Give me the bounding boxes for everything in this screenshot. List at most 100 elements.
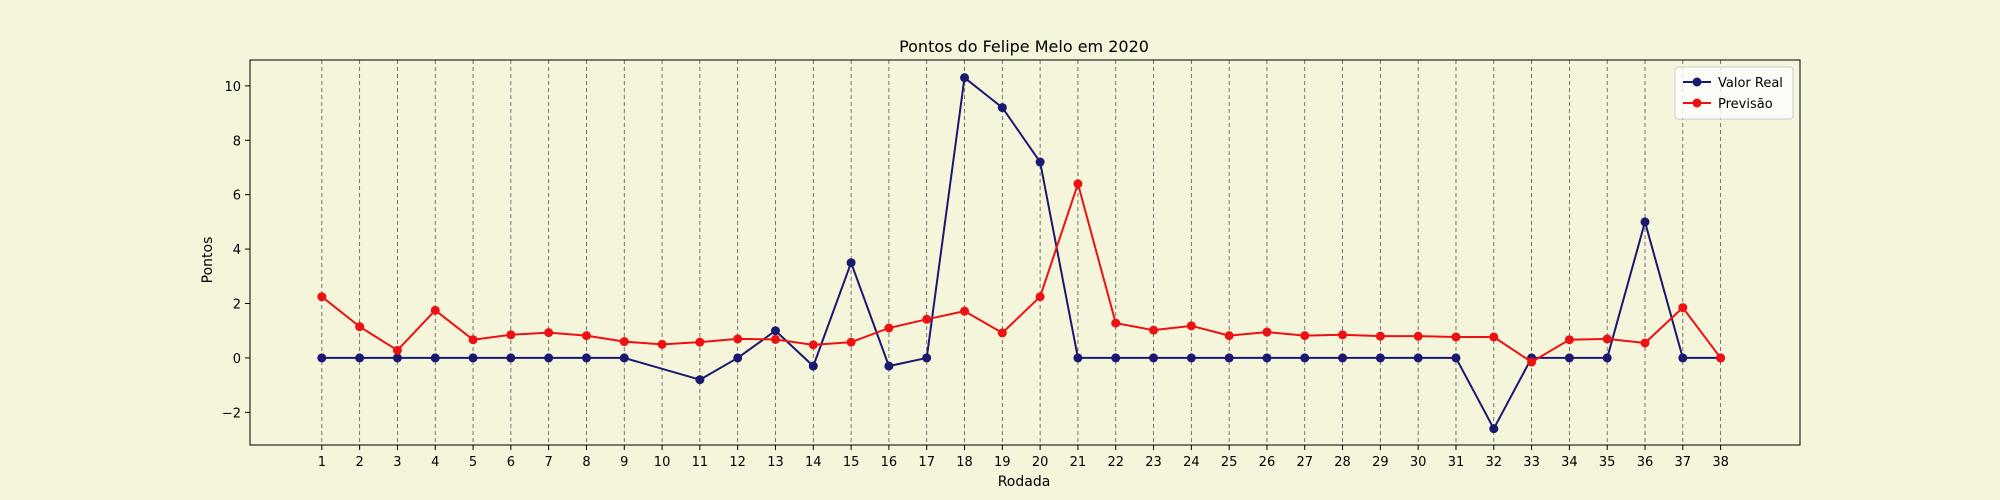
data-point-1 (922, 314, 932, 324)
x-tick-label: 19 (994, 455, 1011, 470)
x-tick-label: 28 (1334, 455, 1351, 470)
x-tick-label: 13 (767, 455, 784, 470)
x-tick-label: 21 (1070, 455, 1087, 470)
x-tick-label: 11 (692, 455, 709, 470)
data-point-1 (1716, 353, 1726, 363)
x-tick-label: 14 (805, 455, 822, 470)
data-point-0 (733, 353, 743, 363)
data-point-1 (506, 330, 516, 340)
data-point-1 (1262, 327, 1272, 337)
x-tick-label: 18 (956, 455, 973, 470)
data-point-1 (581, 331, 591, 341)
y-tick-label: 6 (233, 189, 241, 204)
y-axis-label: Pontos (200, 237, 216, 284)
data-point-1 (846, 337, 856, 347)
x-tick-label: 33 (1523, 455, 1540, 470)
x-tick-label: 6 (507, 455, 515, 470)
data-point-1 (1678, 303, 1688, 313)
data-point-0 (392, 353, 402, 363)
axes-frame (249, 59, 1801, 446)
data-point-1 (1338, 330, 1348, 340)
x-tick-label: 2 (355, 455, 363, 470)
x-axis-label: Rodada (998, 474, 1051, 490)
data-point-1 (1602, 334, 1612, 344)
data-point-0 (1413, 353, 1423, 363)
x-tick-label: 30 (1410, 455, 1427, 470)
x-tick-label: 1 (318, 455, 326, 470)
x-tick-label: 9 (620, 455, 628, 470)
data-point-1 (695, 337, 705, 347)
data-point-0 (544, 353, 554, 363)
y-tick-label: 8 (233, 134, 241, 149)
data-point-0 (619, 353, 629, 363)
data-point-1 (1375, 331, 1385, 341)
data-point-0 (1224, 353, 1234, 363)
x-tick-label: 23 (1145, 455, 1162, 470)
data-point-1 (468, 335, 478, 345)
legend-label-0: Valor Real (1718, 76, 1783, 91)
data-point-0 (355, 353, 365, 363)
data-point-0 (1678, 353, 1688, 363)
series-line-1 (321, 182, 1722, 364)
x-tick-label: 36 (1637, 455, 1654, 470)
data-point-0 (581, 353, 591, 363)
chart-title: Pontos do Felipe Melo em 2020 (899, 37, 1149, 56)
data-point-0 (1300, 353, 1310, 363)
x-tick-label: 3 (393, 455, 401, 470)
data-point-1 (1300, 331, 1310, 341)
y-tick-label: 4 (233, 243, 241, 258)
data-point-1 (1111, 318, 1121, 328)
x-tick-label: 38 (1712, 455, 1729, 470)
data-point-1 (733, 334, 743, 344)
data-point-1 (619, 337, 629, 347)
data-point-1 (1489, 332, 1499, 342)
data-point-1 (1413, 331, 1423, 341)
x-tick-label: 4 (431, 455, 439, 470)
y-tick-label: −2 (222, 406, 241, 421)
data-point-0 (1035, 157, 1045, 167)
data-point-1 (1527, 357, 1537, 367)
data-point-1 (355, 322, 365, 332)
data-point-1 (657, 339, 667, 349)
x-tick-label: 15 (843, 455, 860, 470)
x-tick-label: 26 (1259, 455, 1276, 470)
data-point-0 (1489, 424, 1499, 434)
y-tick-label: 10 (224, 80, 241, 95)
data-point-1 (544, 328, 554, 338)
legend-label-1: Previsão (1718, 97, 1773, 112)
x-tick-label: 7 (545, 455, 553, 470)
data-point-1 (1186, 321, 1196, 331)
data-point-1 (317, 292, 327, 302)
data-point-1 (392, 345, 402, 355)
data-point-0 (922, 353, 932, 363)
data-point-0 (1375, 353, 1385, 363)
x-tick-label: 34 (1561, 455, 1578, 470)
x-tick-label: 17 (918, 455, 935, 470)
data-point-1 (1451, 332, 1461, 342)
plot-background (250, 60, 1800, 445)
y-tick-label: 0 (233, 352, 241, 367)
data-point-0 (1564, 353, 1574, 363)
data-point-1 (808, 340, 818, 350)
data-point-0 (884, 361, 894, 371)
data-point-0 (1073, 353, 1083, 363)
data-point-0 (695, 375, 705, 385)
legend: Valor Real Previsão (1674, 66, 1794, 120)
x-tick-label: 25 (1221, 455, 1238, 470)
x-tick-label: 29 (1372, 455, 1389, 470)
data-point-0 (317, 353, 327, 363)
x-tick-label: 22 (1107, 455, 1124, 470)
x-tick-label: 24 (1183, 455, 1200, 470)
data-point-1 (1073, 179, 1083, 189)
x-tick-label: 10 (654, 455, 671, 470)
x-tick-label: 27 (1296, 455, 1313, 470)
data-point-1 (1564, 335, 1574, 345)
plot-area: 1 2 3 4 5 6 7 8 9 10 11 12 13 14 15 16 17 18 19 20 21 22 23 24 2… (222, 59, 1801, 470)
data-point-1 (884, 323, 894, 333)
legend-box (1674, 66, 1794, 120)
data-point-0 (1149, 353, 1159, 363)
data-point-0 (1602, 353, 1612, 363)
data-point-1 (1224, 331, 1234, 341)
legend-marker-1 (1692, 98, 1702, 108)
